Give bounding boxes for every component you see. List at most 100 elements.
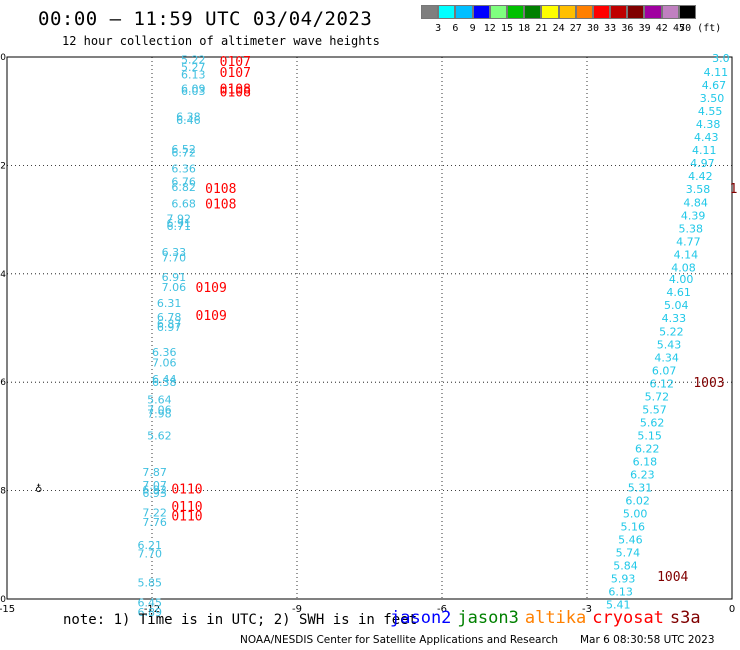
swh-value: 5.27 bbox=[181, 61, 206, 74]
swh-value: 4.33 bbox=[662, 312, 687, 325]
swh-value: 6.09 bbox=[181, 82, 206, 95]
satellite-altika: altika bbox=[524, 608, 587, 628]
swh-value: 7.06 bbox=[147, 403, 172, 416]
swh-value: 5.57 bbox=[642, 403, 667, 416]
swh-value: 7.87 bbox=[142, 466, 167, 479]
legend-label: 21 bbox=[535, 23, 548, 34]
legend-label: 70 (ft) bbox=[679, 23, 722, 34]
swh-value: 6.33 bbox=[162, 246, 187, 259]
swh-value: 4.11 bbox=[692, 144, 717, 157]
swh-value: 6.92 bbox=[142, 484, 167, 497]
legend-label: 6 bbox=[452, 23, 459, 34]
swh-value: 6.71 bbox=[167, 220, 192, 233]
swh-value: 7.22 bbox=[142, 506, 167, 519]
swh-value: 3.50 bbox=[700, 92, 725, 105]
swh-value: 5.64 bbox=[147, 394, 172, 407]
swh-value: 6.82 bbox=[171, 181, 196, 194]
swh-value: 6.91 bbox=[167, 217, 192, 230]
swh-value: 5.16 bbox=[621, 520, 646, 533]
swh-value: 6.02 bbox=[625, 494, 650, 507]
swh-value: 4.55 bbox=[698, 105, 723, 118]
pass-time-label: 0110 bbox=[171, 482, 202, 497]
legend-label: 42 bbox=[655, 23, 668, 34]
pass-time-label: 1003 bbox=[693, 376, 724, 391]
swh-value: 5.84 bbox=[613, 559, 638, 572]
swh-value: 5.00 bbox=[623, 507, 648, 520]
swh-value: 6.21 bbox=[138, 539, 163, 552]
pass-time-label: 1 bbox=[730, 182, 738, 197]
pass-time-label: 0110 bbox=[171, 510, 202, 525]
pass-time-label: 0110 bbox=[171, 500, 202, 515]
swh-value: 4.11 bbox=[704, 66, 729, 79]
pass-time-label: 1004 bbox=[657, 570, 688, 585]
swh-value: 4.34 bbox=[654, 351, 679, 364]
swh-value: 5.93 bbox=[611, 572, 636, 585]
pass-time-label: 0109 bbox=[196, 281, 227, 296]
y-tick-label: -4 bbox=[0, 270, 6, 280]
satellite-key: jason2 jason3 altika cryosat s3a bbox=[390, 608, 707, 628]
x-tick-label: -3 bbox=[582, 604, 592, 615]
swh-value: 4.67 bbox=[702, 79, 727, 92]
legend-label: 3 bbox=[435, 23, 442, 34]
legend-label: 45 bbox=[672, 23, 686, 34]
swh-value: 5.43 bbox=[657, 338, 682, 351]
swh-value: 6.76 bbox=[171, 176, 196, 189]
legend-swatch bbox=[610, 5, 628, 19]
swh-value: 6.78 bbox=[157, 311, 182, 324]
swh-value: 6.72 bbox=[171, 146, 196, 159]
swh-value: 7.07 bbox=[142, 479, 167, 492]
swh-value: 4.42 bbox=[688, 170, 713, 183]
swh-value: 6.22 bbox=[635, 442, 660, 455]
satellite-s3a: s3a bbox=[669, 608, 701, 628]
swh-value: 7.70 bbox=[162, 252, 187, 265]
swh-value: 5.22 bbox=[659, 325, 684, 338]
legend-label: 36 bbox=[621, 23, 634, 34]
swh-value: 4.00 bbox=[669, 273, 694, 286]
swh-value: 6.13 bbox=[608, 585, 633, 598]
legend-label: 15 bbox=[500, 23, 514, 34]
swh-value: 4.38 bbox=[696, 118, 721, 131]
legend-swatch bbox=[421, 5, 439, 19]
page-subtitle: 12 hour collection of altimeter wave hei… bbox=[62, 34, 380, 48]
swh-value: 6.87 bbox=[157, 318, 182, 331]
swh-value: 5.72 bbox=[645, 390, 670, 403]
legend-swatch bbox=[678, 5, 696, 19]
pass-time-label: 0109 bbox=[196, 309, 227, 324]
swh-value: 3.58 bbox=[686, 183, 711, 196]
x-tick-label: -9 bbox=[292, 604, 302, 615]
y-tick-label: -8 bbox=[0, 487, 6, 497]
color-legend: 3 6 9 12 15 18 21 24 27 30 33 36 39 42 45 70 (ft) bbox=[421, 5, 721, 34]
x-tick-label: -12 bbox=[144, 604, 160, 615]
y-tick-label: -6 bbox=[0, 378, 6, 388]
legend-label: 24 bbox=[552, 23, 565, 34]
swh-value: 4.14 bbox=[674, 248, 699, 261]
swh-value: 7.06 bbox=[162, 281, 187, 294]
swh-value: 5.22 bbox=[181, 54, 206, 67]
y-tick-label: -10 bbox=[0, 595, 6, 605]
swh-value: 5.62 bbox=[640, 416, 665, 429]
satellite-cryosat: cryosat bbox=[592, 608, 664, 628]
swh-value: 6.52 bbox=[171, 143, 196, 156]
swh-value: 5.46 bbox=[618, 533, 643, 546]
swh-value: 6.36 bbox=[171, 163, 196, 176]
swh-value: 5.31 bbox=[628, 481, 653, 494]
footer-credit: NOAA/NESDIS Center for Satellite Applica… bbox=[240, 634, 558, 646]
legend-swatch bbox=[489, 5, 507, 19]
legend-label: 27 bbox=[569, 23, 582, 34]
legend-swatch bbox=[524, 5, 542, 19]
swh-value: 6.38 bbox=[176, 111, 201, 124]
legend-swatch bbox=[558, 5, 576, 19]
legend-swatches bbox=[421, 5, 696, 19]
page-title: 00:00 – 11:59 UTC 03/04/2023 bbox=[38, 8, 373, 30]
swh-value: 6.97 bbox=[157, 321, 182, 334]
swh-value: 6.93 bbox=[142, 487, 167, 500]
legend-label: 33 bbox=[604, 23, 617, 34]
swh-value: 6.36 bbox=[152, 346, 177, 359]
swh-value: 6.46 bbox=[176, 114, 201, 127]
swh-value: 6.45 bbox=[138, 596, 163, 609]
legend-swatch bbox=[627, 5, 645, 19]
map-frame bbox=[6, 56, 733, 600]
swh-value: 7.92 bbox=[167, 213, 192, 226]
y-tick-label: -2 bbox=[0, 161, 6, 171]
